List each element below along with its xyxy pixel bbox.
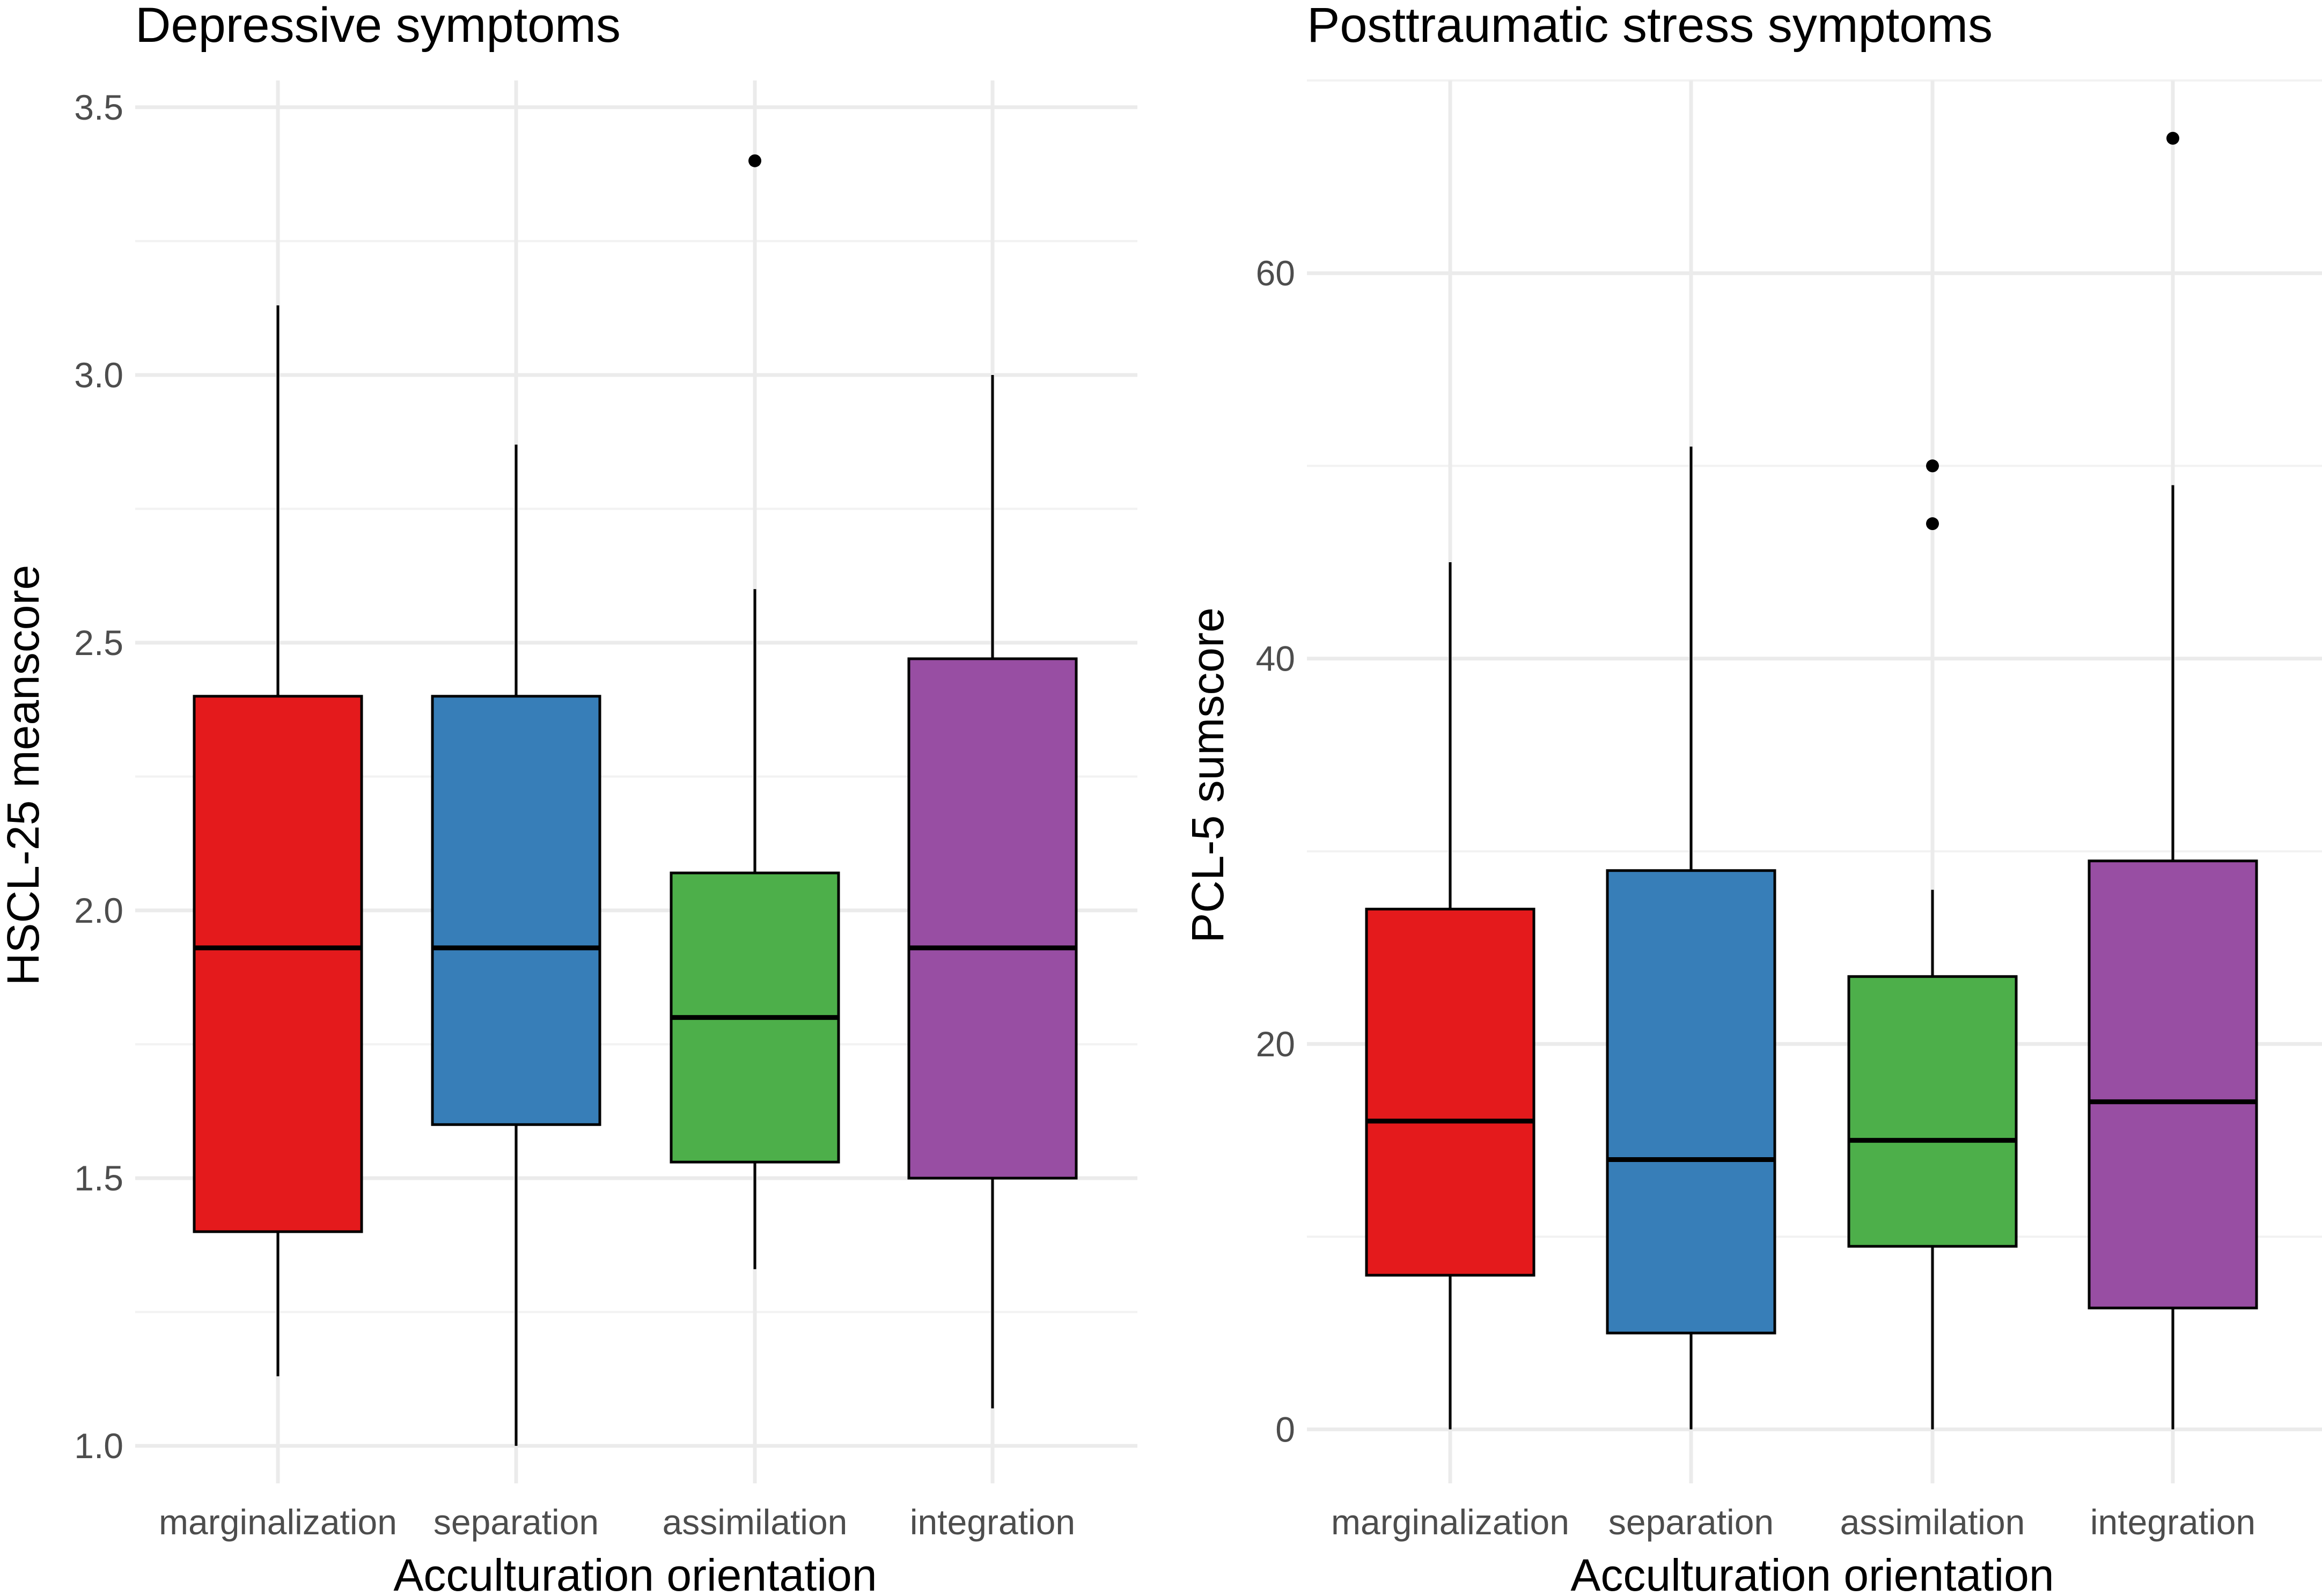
y-tick-label: 2.0 [74, 891, 123, 930]
outlier-point [2166, 131, 2179, 145]
x-tick-label: separation [433, 1502, 599, 1542]
boxplot-separation [1606, 446, 1776, 1430]
boxplot-marks [193, 154, 1078, 1446]
x-tick-label: integration [910, 1502, 1075, 1542]
boxplot-marginalization [193, 305, 363, 1377]
outlier-point [1926, 517, 1939, 531]
chart-title: Depressive symptoms [135, 0, 621, 53]
y-tick-labels: 1.0 1.5 2.0 2.5 3.0 3.5 [74, 87, 123, 1466]
iqr-box [193, 695, 363, 1233]
x-tick-label: separation [1608, 1502, 1774, 1542]
y-tick-label: 3.5 [74, 87, 123, 127]
boxplot-separation [431, 444, 601, 1446]
panel-depressive: 1.0 1.5 2.0 2.5 3.0 3.5 marginalization separa… [0, 0, 1137, 1596]
y-tick-label: 1.0 [74, 1426, 123, 1466]
y-axis-label: PCL-5 sumscore [1182, 607, 1233, 943]
x-tick-label: marginalization [1331, 1502, 1569, 1542]
y-tick-label: 0 [1275, 1409, 1295, 1449]
y-tick-label: 40 [1256, 639, 1295, 679]
boxplot-integration [2088, 131, 2258, 1430]
y-tick-label: 1.5 [74, 1158, 123, 1198]
chart-title: Posttraumatic stress symptoms [1307, 0, 1993, 53]
y-tick-label: 60 [1256, 253, 1295, 293]
iqr-box [907, 657, 1078, 1180]
y-tick-label: 20 [1256, 1024, 1295, 1064]
y-tick-labels: 0 20 40 60 [1256, 253, 1295, 1449]
boxplot-marks [1365, 131, 2258, 1430]
iqr-box [1847, 975, 2018, 1248]
boxplot-integration [907, 374, 1078, 1409]
y-tick-label: 3.0 [74, 355, 123, 395]
iqr-box [1606, 869, 1776, 1335]
y-axis-label: HSCL-25 meanscore [0, 565, 48, 985]
outlier-point [1926, 459, 1939, 473]
x-axis-label: Acculturation orientation [1570, 1550, 2054, 1596]
iqr-box [2088, 859, 2258, 1310]
iqr-box [1365, 908, 1535, 1277]
boxplot-assimilation [670, 154, 840, 1269]
x-tick-label: integration [2090, 1502, 2255, 1542]
boxplot-marginalization [1365, 562, 1535, 1430]
panel-posttraumatic: 0 20 40 60 marginalization separation assimil… [1182, 0, 2322, 1596]
x-tick-labels: marginalization separation assimilation int… [1331, 1502, 2255, 1542]
x-tick-label: assimilation [663, 1502, 848, 1542]
x-axis-label: Acculturation orientation [393, 1550, 877, 1596]
outlier-point [748, 154, 761, 167]
boxplot-assimilation [1847, 459, 2018, 1430]
x-tick-label: assimilation [1840, 1502, 2025, 1542]
x-tick-labels: marginalization separation assimilation int… [159, 1502, 1075, 1542]
y-tick-label: 2.5 [74, 623, 123, 663]
iqr-box [431, 695, 601, 1126]
x-tick-label: marginalization [159, 1502, 397, 1542]
